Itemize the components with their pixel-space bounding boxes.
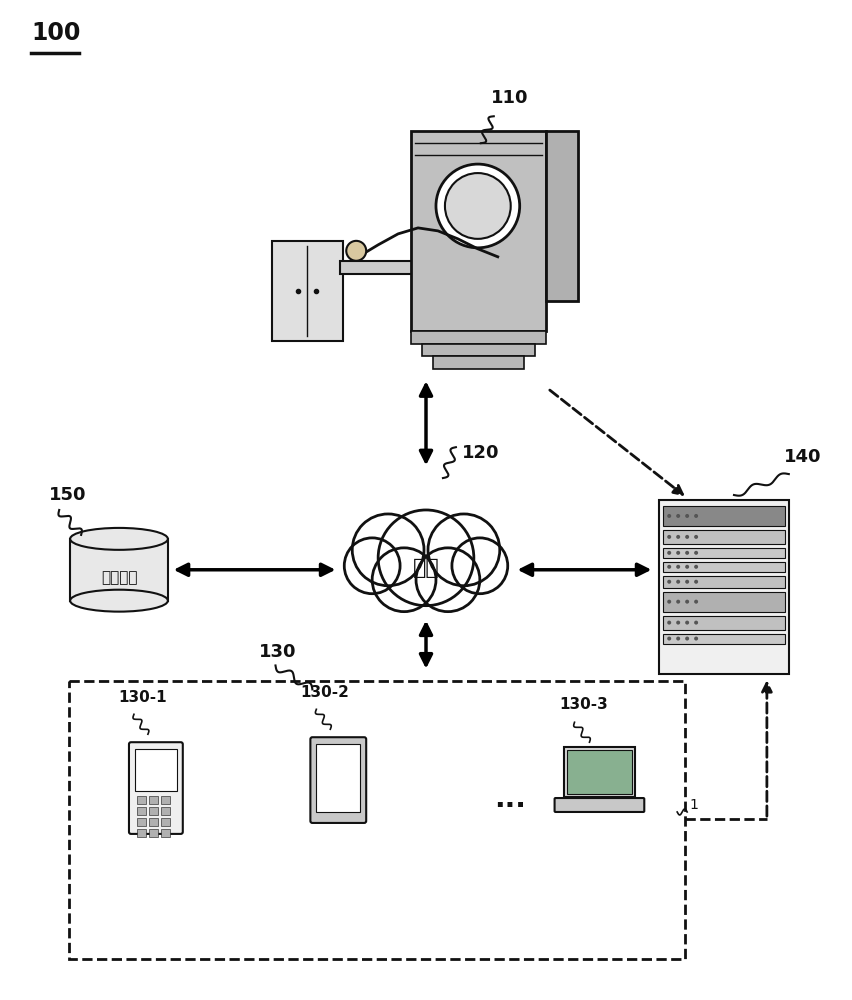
Bar (149, 829, 158, 837)
Text: 130-3: 130-3 (560, 697, 608, 712)
Circle shape (694, 621, 698, 625)
Circle shape (346, 241, 366, 261)
Circle shape (445, 173, 510, 239)
Text: 130-1: 130-1 (118, 690, 167, 705)
Bar (340, 261, 509, 274)
Bar (316, 744, 360, 812)
Circle shape (685, 621, 689, 625)
Bar (69, 681, 685, 959)
Bar (137, 807, 146, 815)
Bar (161, 818, 170, 826)
FancyBboxPatch shape (555, 798, 644, 812)
FancyBboxPatch shape (310, 737, 366, 823)
Circle shape (676, 580, 680, 584)
Bar (422, 344, 535, 356)
Bar (663, 548, 785, 558)
Circle shape (452, 538, 508, 594)
Bar (135, 749, 177, 791)
Ellipse shape (70, 590, 168, 612)
Text: 120: 120 (462, 444, 499, 462)
Circle shape (694, 580, 698, 584)
Bar (411, 131, 545, 331)
Circle shape (352, 514, 424, 586)
Circle shape (676, 535, 680, 539)
Bar (70, 539, 168, 602)
Bar (161, 829, 170, 837)
Circle shape (667, 514, 671, 518)
Circle shape (676, 565, 680, 569)
Circle shape (344, 538, 400, 594)
Bar (149, 818, 158, 826)
Circle shape (685, 551, 689, 555)
Circle shape (667, 580, 671, 584)
Circle shape (676, 621, 680, 625)
Circle shape (694, 535, 698, 539)
Bar (337, 568, 515, 623)
Bar (663, 562, 785, 572)
Text: 存储设备: 存储设备 (101, 570, 137, 585)
Circle shape (685, 600, 689, 604)
Text: 100: 100 (32, 21, 81, 45)
Circle shape (685, 535, 689, 539)
Bar (663, 506, 785, 526)
Text: 150: 150 (49, 486, 87, 504)
Circle shape (694, 600, 698, 604)
Circle shape (428, 514, 500, 586)
Bar (137, 796, 146, 804)
Bar (545, 131, 578, 301)
Circle shape (694, 637, 698, 641)
Circle shape (436, 164, 520, 248)
Bar (663, 530, 785, 544)
Circle shape (676, 551, 680, 555)
Circle shape (685, 637, 689, 641)
Ellipse shape (70, 528, 168, 550)
FancyBboxPatch shape (129, 742, 183, 834)
Circle shape (694, 514, 698, 518)
Bar (663, 634, 785, 644)
Text: 1: 1 (689, 798, 698, 812)
Text: 130-2: 130-2 (301, 685, 349, 700)
Bar (663, 576, 785, 588)
Bar (149, 796, 158, 804)
Bar (272, 241, 343, 341)
Circle shape (685, 565, 689, 569)
Bar (161, 807, 170, 815)
Text: 140: 140 (784, 448, 821, 466)
Bar (161, 796, 170, 804)
Circle shape (667, 565, 671, 569)
Bar (149, 807, 158, 815)
Circle shape (667, 535, 671, 539)
Circle shape (372, 548, 436, 612)
Circle shape (667, 621, 671, 625)
Text: 130: 130 (258, 643, 296, 661)
Text: 网络: 网络 (412, 558, 440, 578)
Circle shape (685, 514, 689, 518)
Bar (663, 616, 785, 630)
Bar (411, 331, 545, 344)
Bar (567, 750, 632, 794)
Bar (663, 592, 785, 612)
Circle shape (676, 514, 680, 518)
Circle shape (676, 637, 680, 641)
Bar (659, 500, 789, 674)
Circle shape (378, 510, 474, 606)
Circle shape (416, 548, 480, 612)
Circle shape (667, 551, 671, 555)
Circle shape (667, 600, 671, 604)
Bar (137, 829, 146, 837)
Text: ...: ... (494, 785, 526, 813)
Bar (433, 356, 524, 369)
Circle shape (685, 580, 689, 584)
Circle shape (676, 600, 680, 604)
Bar (137, 818, 146, 826)
Circle shape (667, 637, 671, 641)
Circle shape (694, 551, 698, 555)
Text: 110: 110 (491, 89, 528, 107)
Circle shape (694, 565, 698, 569)
Bar (563, 747, 636, 797)
